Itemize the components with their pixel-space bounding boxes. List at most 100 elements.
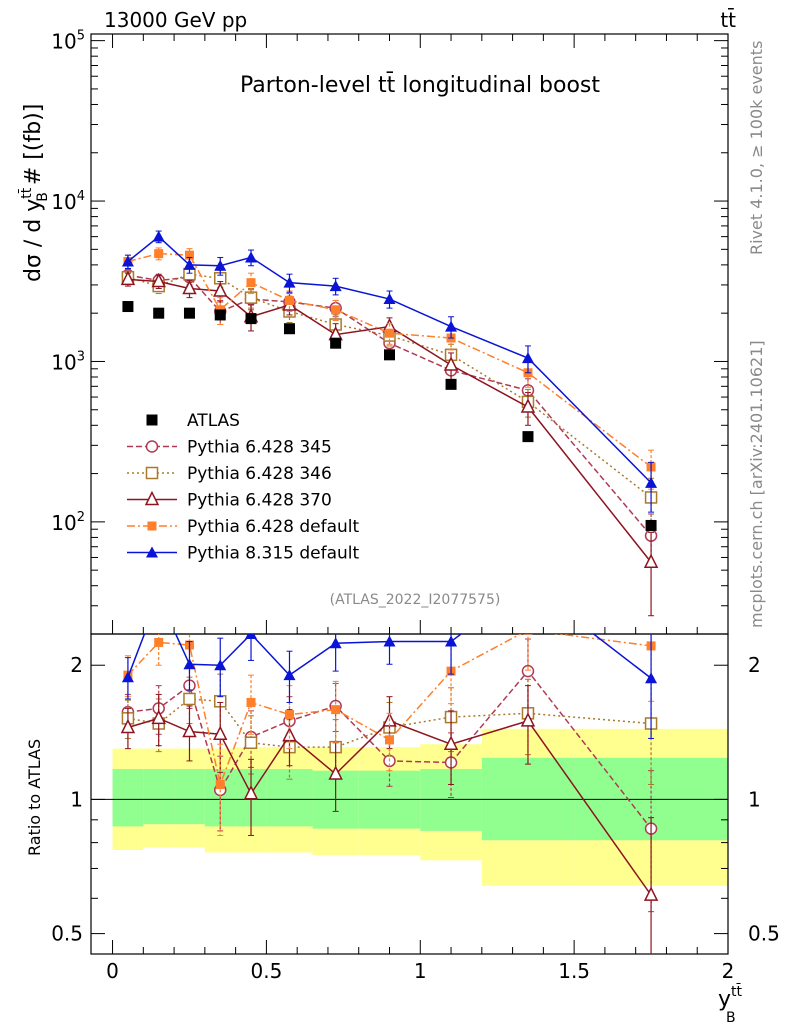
atlas-point (153, 307, 165, 319)
xtick-label-0: 0 (106, 959, 119, 983)
band-1sigma-bin (112, 769, 144, 827)
data-point (520, 398, 536, 413)
data-point (384, 328, 394, 338)
band-1sigma-bin (266, 769, 313, 827)
atlas-point (330, 337, 342, 349)
legend-pythia6-345-marker (127, 440, 177, 453)
legend-pythia8-default-marker (127, 546, 177, 558)
legend-pythia6-370-marker (127, 490, 177, 506)
data-point (213, 282, 228, 297)
ratio-point (154, 637, 164, 647)
ratio-uncertainty-bands (112, 728, 728, 886)
chart-title: Parton-level tt̄ longitudinal boost (240, 72, 600, 98)
ratio-point (522, 578, 534, 589)
ratio-ytick-right-2: 2 (748, 653, 761, 677)
data-point (383, 293, 396, 305)
legend-label-pythia8-default: Pythia 8.315 default (187, 544, 360, 564)
data-point (151, 272, 166, 288)
ratio-point (245, 634, 258, 639)
data-point (283, 276, 296, 288)
data-point (246, 278, 256, 288)
legend-entry-pythia6-default: Pythia 6.428 default (127, 517, 360, 537)
ratio-point (643, 886, 659, 901)
data-point (643, 553, 659, 569)
atlas-point (283, 323, 295, 335)
ratio-ytick-left-2: 2 (70, 653, 83, 677)
data-point (521, 352, 534, 364)
ratio-ytick-right-1: 1 (748, 787, 761, 811)
ratio-panel-frame (90, 633, 729, 955)
ratio-point (151, 709, 166, 725)
data-point (445, 320, 458, 332)
ratio-point (213, 725, 228, 741)
ratio-point (329, 637, 342, 649)
ratio-point (521, 664, 535, 678)
ytick-label-100000: 105 (51, 29, 85, 54)
x-tick-labels: 0 0.5 1 1.5 2 (106, 959, 734, 983)
legend-pythia6-default-marker (127, 521, 177, 531)
ratio-point (153, 591, 165, 602)
legend-label-pythia6-345: Pythia 6.428 345 (187, 438, 332, 458)
data-point (331, 305, 341, 315)
ratio-point (183, 658, 196, 670)
legend-entry-pythia6-370: Pythia 6.428 370 (127, 491, 332, 511)
data-point (645, 476, 658, 488)
rivet-version-text: Rivet 4.1.0, ≥ 100k events (747, 41, 766, 255)
ratio-point (121, 671, 134, 683)
ratio-point (215, 780, 225, 790)
legend-entry-pythia6-346: Pythia 6.428 346 (127, 464, 332, 484)
band-1sigma-bin (174, 769, 205, 825)
data-point (152, 230, 165, 242)
data-point (120, 270, 136, 286)
xtick-label-2: 1 (414, 959, 427, 983)
data-point (184, 250, 194, 260)
ytick-label-100: 102 (51, 510, 85, 535)
ratio-point (645, 672, 658, 684)
xtick-label-3: 1.5 (558, 959, 590, 983)
ratio-point (383, 635, 396, 647)
x-axis-title: ytt̄ B (718, 982, 743, 1024)
main-plot-area (120, 230, 659, 617)
reference-series (122, 301, 657, 531)
ratio-ytick-right-0: 0.5 (748, 922, 780, 946)
ratio-point (283, 669, 296, 681)
atlas-point (214, 309, 226, 321)
axis-ticks (91, 34, 729, 954)
legend-label-atlas: ATLAS (187, 411, 240, 431)
legend-marker (145, 440, 159, 453)
ratio-point (328, 765, 343, 780)
data-point (154, 249, 164, 259)
data-point (214, 259, 227, 271)
legend-label-pythia6-346: Pythia 6.428 346 (187, 464, 332, 484)
ratio-point (282, 726, 297, 742)
main-y-axis-title: dσ / d ytt̄B # [(fb)] (17, 104, 51, 282)
data-point (183, 258, 196, 270)
atlas-point (183, 307, 195, 319)
data-point (182, 279, 197, 295)
legend-entry-pythia6-345: Pythia 6.428 345 (127, 438, 332, 458)
series-4 (121, 230, 658, 513)
ratio-point (384, 735, 394, 745)
legend-atlas-marker (146, 414, 158, 426)
legend-label-pythia6-370: Pythia 6.428 370 (187, 491, 332, 511)
series-line (127, 273, 652, 499)
main-y-tick-labels: 102 103 104 105 (51, 29, 85, 535)
legend-label-pythia6-default: Pythia 6.428 default (187, 517, 360, 537)
atlas-point (122, 301, 134, 313)
ratio-series-4 (121, 578, 658, 739)
ratio-series-line (127, 634, 652, 788)
ratio-point (520, 712, 536, 727)
data-point (443, 356, 459, 371)
analysis-watermark: (ATLAS_2022_I2077575) (330, 592, 501, 608)
ratio-point (445, 635, 458, 647)
legend-marker (146, 546, 158, 558)
xtick-label-4: 2 (722, 959, 735, 983)
atlas-point (383, 349, 395, 361)
legend-marker (147, 521, 157, 531)
ratio-ytick-left-1: 1 (70, 787, 83, 811)
data-point (244, 291, 258, 304)
ratio-point (243, 785, 259, 800)
xtick-label-1: 0.5 (250, 959, 282, 983)
energy-label: 13000 GeV pp (104, 8, 247, 32)
ratio-point (120, 718, 136, 734)
